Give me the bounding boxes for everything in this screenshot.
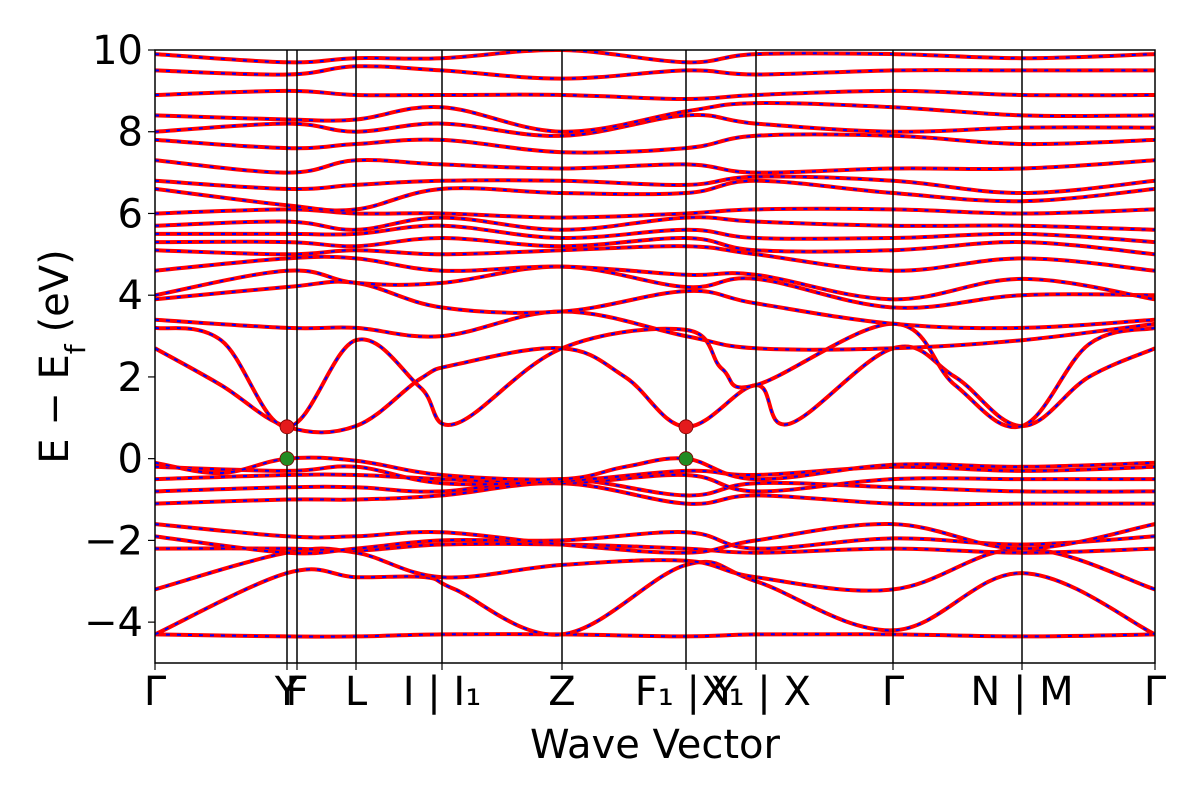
- band-29-line: [155, 64, 1155, 81]
- band-12-line: [155, 321, 1155, 430]
- y-tick-label-4: 2: [118, 355, 143, 401]
- y-tick-label-6: −2: [84, 518, 143, 564]
- band-20-dash: [155, 216, 1155, 231]
- band-11-line: [155, 344, 1155, 435]
- bands-layer: [155, 50, 1155, 639]
- band-16-line: [155, 254, 1155, 302]
- band-5-line: [155, 522, 1155, 555]
- band-25-line: [155, 132, 1155, 155]
- marker-cbm-2: [678, 419, 694, 435]
- marker-vbm-3: [678, 451, 694, 467]
- band-7-line: [155, 477, 1155, 498]
- x-tick-label-9: N | M: [970, 669, 1073, 715]
- band-14-dash: [155, 280, 1155, 330]
- y-tick-label-3: 4: [118, 273, 143, 319]
- x-tick-label-2: F: [285, 669, 308, 715]
- band-15-dash: [155, 265, 1155, 309]
- x-ticks: Γ YF L I | I₁ Z F₁ | YX₁ | X Γ N | M Γ: [144, 663, 1167, 715]
- band-1-dash: [155, 560, 1155, 636]
- y-tick-label-1: 8: [118, 110, 143, 156]
- x-tick-label-6: F₁ | Y: [635, 669, 738, 715]
- band-13-dash: [155, 310, 1155, 351]
- band-6-line: [155, 481, 1155, 507]
- x-tick-label-5: Z: [548, 669, 575, 715]
- band-14-line: [155, 279, 1155, 331]
- x-tick-label-7: X₁ | X: [701, 669, 811, 715]
- band-13-line: [155, 309, 1155, 352]
- plot-frame: [154, 49, 1156, 664]
- band-3-line: [155, 541, 1155, 555]
- marker-vbm-1: [279, 451, 295, 467]
- band-0-dash: [155, 633, 1155, 638]
- y-tick-label-5: 0: [118, 437, 143, 483]
- band-12-dash: [155, 322, 1155, 429]
- high-symmetry-lines: [286, 50, 1023, 663]
- y-ticks: 10 8 6 4 2 0 −2 −4: [84, 28, 155, 646]
- band-28-dash: [155, 89, 1155, 101]
- x-tick-label-1: Y: [274, 669, 300, 715]
- band-22-dash: [155, 179, 1155, 212]
- band-edge-markers: [279, 419, 694, 467]
- band-17-line: [155, 244, 1155, 273]
- x-tick-label-10: Γ: [1144, 669, 1167, 715]
- y-tick-label-7: −4: [84, 600, 143, 646]
- y-axis-label-main: E − E: [32, 354, 78, 464]
- band-9-line: [155, 464, 1155, 487]
- band-30-line: [155, 50, 1155, 65]
- band-8-line: [155, 472, 1155, 494]
- y-tick-label-2: 6: [118, 191, 143, 237]
- y-axis-label-unit: (eV): [32, 249, 78, 332]
- band-20-line: [155, 215, 1155, 232]
- band-1-line: [155, 559, 1155, 637]
- x-axis-label: Wave Vector: [530, 722, 781, 768]
- band-18-line: [155, 235, 1155, 257]
- x-tick-label-0: Γ: [144, 669, 167, 715]
- band-23-line: [155, 174, 1155, 195]
- band-19-dash: [155, 224, 1155, 244]
- x-tick-label-4: I | I₁: [403, 669, 482, 715]
- band-26-dash: [155, 114, 1155, 137]
- marker-cbm-0: [279, 419, 295, 435]
- x-tick-label-8: Γ: [882, 669, 905, 715]
- y-axis-label: E − Ef (eV): [32, 249, 92, 464]
- band-24-line: [155, 158, 1155, 175]
- x-tick-label-3: L: [345, 669, 368, 715]
- y-axis-label-subscript: f: [59, 343, 92, 354]
- band-27-dash: [155, 101, 1155, 133]
- y-tick-label-0: 10: [92, 28, 143, 74]
